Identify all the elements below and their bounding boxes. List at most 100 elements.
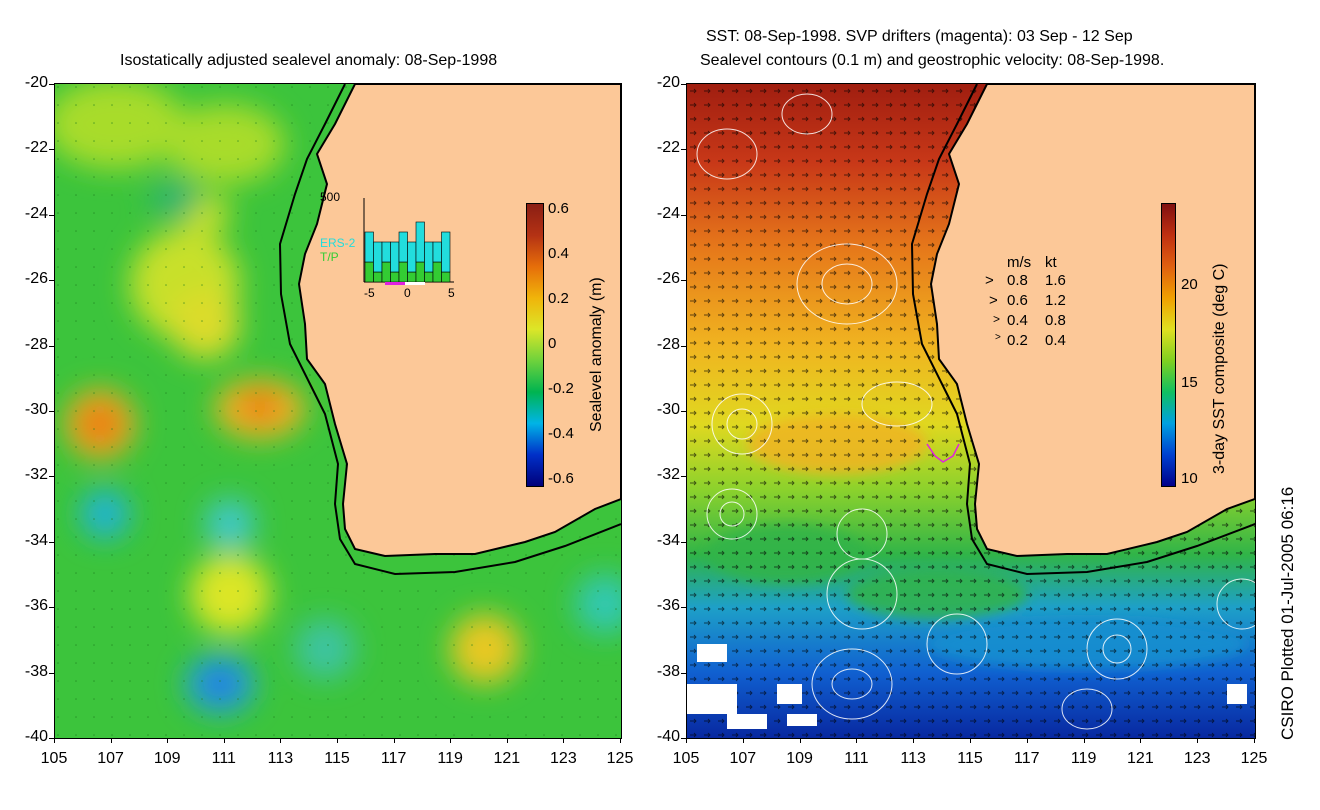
- left-y-tick-mark: [49, 738, 54, 739]
- left-x-tick-label: 125: [606, 750, 634, 767]
- left-x-tick-mark: [280, 738, 282, 743]
- left-x-tick-label: 121: [493, 750, 521, 767]
- inset-tp-label: T/P: [320, 250, 339, 264]
- right-y-tick-label: -32: [656, 466, 680, 484]
- sealevel-colorbar-tick-label: 0.2: [548, 289, 569, 307]
- right-x-tick-mark: [1083, 738, 1085, 743]
- legend-kt-0: 1.6: [1045, 272, 1066, 289]
- legend-kt-3: 0.4: [1045, 332, 1066, 349]
- legend-ms-3: 0.2: [1007, 332, 1028, 349]
- left-y-tick-mark: [49, 541, 54, 543]
- right-y-tick-mark: [681, 214, 686, 216]
- legend-ms-0: 0.8: [1007, 272, 1028, 289]
- inset-bar-tp: [390, 271, 400, 283]
- left-x-tick-mark: [110, 738, 112, 743]
- left-y-tick-label: -30: [24, 401, 48, 418]
- left-y-tick-mark: [49, 214, 54, 216]
- left-x-tick-label: 111: [211, 750, 236, 767]
- shelf-break-contour-sst: [910, 84, 1255, 576]
- right-x-tick-mark: [1026, 738, 1028, 743]
- right-y-tick-mark: [681, 541, 686, 543]
- inset-xtick--5: -5: [364, 286, 375, 300]
- right-y-tick-mark: [681, 476, 686, 478]
- legend-arrow-2: >: [993, 312, 1001, 326]
- sealevel-colorbar-label: Sealevel anomaly (m): [588, 277, 605, 432]
- sealevel-colorbar-tick-label: -0.2: [548, 380, 574, 398]
- right-y-tick-mark: [681, 411, 686, 412]
- left-y-tick-mark: [49, 607, 54, 609]
- sst-colorbar-tick-label: 20: [1181, 275, 1198, 293]
- sealevel-colorbar-tick-label: -0.6: [548, 470, 574, 488]
- inset-bar-tp: [407, 271, 417, 283]
- left-x-tick-label: 117: [380, 750, 407, 767]
- right-x-tick-mark: [742, 738, 744, 743]
- right-x-tick-label: 115: [957, 750, 983, 767]
- right-x-tick-label: 121: [1127, 750, 1154, 767]
- inset-bar-ers: [407, 241, 417, 273]
- inset-bar-ers: [390, 241, 400, 273]
- right-y-tick-mark: [681, 149, 686, 151]
- legend-header-ms: m/s: [1007, 254, 1032, 271]
- right-x-tick-mark: [1197, 738, 1199, 743]
- right-x-tick-mark: [799, 738, 801, 743]
- left-y-tick-mark: [49, 149, 54, 151]
- right-x-tick-mark: [970, 738, 971, 743]
- left-y-tick-mark: [49, 84, 54, 85]
- right-x-tick-label: 107: [729, 750, 757, 767]
- right-x-tick-label: 111: [844, 750, 869, 767]
- right-x-tick-label: 105: [672, 750, 700, 767]
- left-y-tick-label: -20: [24, 74, 48, 91]
- right-x-tick-mark: [686, 738, 687, 743]
- right-y-tick-label: -22: [656, 139, 680, 157]
- right-y-tick-label: -38: [656, 662, 680, 680]
- inset-bar-tp: [441, 271, 451, 283]
- right-x-tick-label: 123: [1183, 750, 1211, 767]
- inset-bar-ers: [415, 221, 425, 263]
- left-y-tick-mark: [49, 280, 54, 282]
- right-y-tick-label: -40: [656, 728, 680, 745]
- left-x-tick-mark: [393, 738, 395, 743]
- inset-bar-ers: [398, 231, 408, 263]
- inset-xtick-0: 0: [404, 286, 411, 300]
- right-x-tick-mark: [856, 738, 858, 743]
- legend-kt-2: 0.8: [1045, 312, 1066, 329]
- sealevel-colorbar: [526, 203, 544, 487]
- left-x-tick-mark: [450, 738, 452, 743]
- left-x-tick-label: 113: [267, 750, 294, 767]
- left-x-tick-label: 123: [550, 750, 577, 767]
- legend-arrow-3: >: [995, 332, 1001, 343]
- right-y-tick-mark: [681, 345, 686, 347]
- right-y-tick-label: -26: [656, 270, 680, 288]
- left-y-tick-mark: [49, 476, 54, 478]
- left-y-tick-label: -22: [24, 139, 48, 157]
- left-y-tick-label: -26: [24, 270, 48, 288]
- velocity-scale-legend: m/s kt > 0.8 1.6 > 0.6 1.2 > 0.4 0.8 > 0…: [985, 254, 1085, 354]
- cloud-mask: [687, 644, 1247, 729]
- left-y-tick-label: -34: [24, 531, 48, 549]
- left-y-tick-label: -38: [24, 662, 48, 680]
- inset-bar-tp: [381, 261, 391, 283]
- right-x-tick-mark: [913, 738, 915, 743]
- legend-ms-1: 0.6: [1007, 292, 1028, 309]
- inset-bar-ers: [373, 241, 383, 273]
- right-y-tick-mark: [681, 672, 686, 674]
- right-x-tick-label: 109: [786, 750, 813, 767]
- left-y-tick-mark: [49, 345, 54, 347]
- inset-bar-ers: [424, 241, 434, 273]
- inset-bar-tp: [415, 261, 425, 283]
- inset-bar-tp: [432, 261, 442, 283]
- left-x-tick-mark: [223, 738, 225, 743]
- left-x-tick-mark: [167, 738, 169, 743]
- right-y-tick-mark: [681, 84, 686, 85]
- sealevel-colorbar-tick-label: 0.6: [548, 199, 569, 217]
- inset-ymax-label: 500: [320, 190, 341, 204]
- right-x-tick-label: 117: [1014, 750, 1040, 767]
- left-map-title: Isostatically adjusted sealevel anomaly:…: [120, 52, 498, 69]
- left-y-tick-label: -24: [24, 204, 48, 222]
- legend-arrow-0: >: [985, 272, 994, 289]
- pass-histogram: [363, 198, 454, 285]
- right-y-tick-mark: [681, 607, 686, 609]
- right-y-tick-label: -36: [656, 597, 680, 615]
- satellite-pass-inset: 500 ERS-2 T/P -5 0 5: [320, 190, 460, 300]
- left-y-tick-label: -28: [24, 335, 48, 353]
